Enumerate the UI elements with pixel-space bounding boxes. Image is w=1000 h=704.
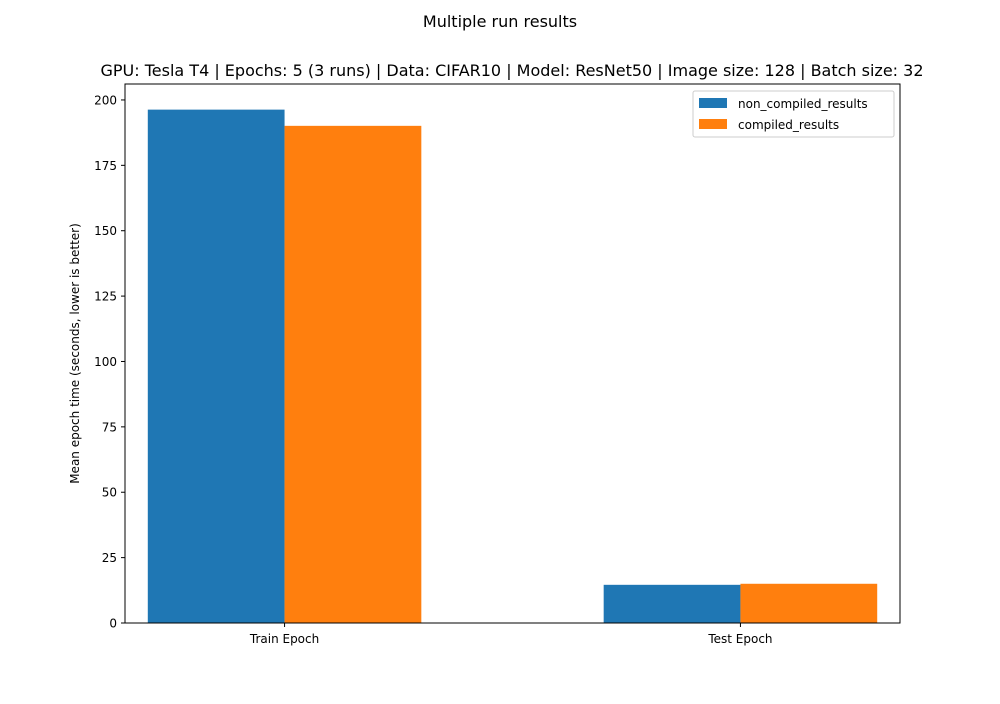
y-tick-label: 50 — [102, 486, 117, 500]
bar-compiled_results-test-epoch — [740, 583, 878, 623]
y-tick-label: 0 — [109, 617, 117, 631]
chart-suptitle: Multiple run results — [423, 12, 577, 31]
x-tick-label: Test Epoch — [707, 632, 772, 646]
chart-legend: non_compiled_results compiled_results — [692, 90, 895, 138]
x-axis: Train Epoch Test Epoch — [249, 623, 773, 646]
legend-box — [692, 90, 895, 138]
chart-title: GPU: Tesla T4 | Epochs: 5 (3 runs) | Dat… — [100, 61, 923, 80]
legend-label-compiled_results: compiled_results — [738, 118, 839, 132]
y-tick-label: 200 — [94, 93, 117, 107]
plot-frame — [124, 83, 901, 624]
bar-non_compiled_results-train-epoch — [147, 109, 285, 624]
x-tick-label: Train Epoch — [249, 632, 319, 646]
y-axis: 0 25 50 75 100 125 150 175 200 — [94, 93, 125, 631]
y-tick-label: 100 — [94, 355, 117, 369]
legend-swatch-compiled_results — [699, 119, 727, 129]
y-tick-label: 175 — [94, 159, 117, 173]
y-axis-label: Mean epoch time (seconds, lower is bette… — [68, 223, 82, 484]
y-tick-label: 25 — [102, 551, 117, 565]
bar-compiled_results-train-epoch — [284, 125, 422, 624]
bar-non_compiled_results-test-epoch — [603, 584, 741, 623]
y-tick-label: 75 — [102, 420, 117, 434]
bars-group — [147, 109, 878, 624]
y-tick-label: 150 — [94, 224, 117, 238]
legend-label-non_compiled_results: non_compiled_results — [738, 97, 868, 111]
y-tick-label: 125 — [94, 290, 117, 304]
legend-swatch-non_compiled_results — [699, 98, 727, 108]
